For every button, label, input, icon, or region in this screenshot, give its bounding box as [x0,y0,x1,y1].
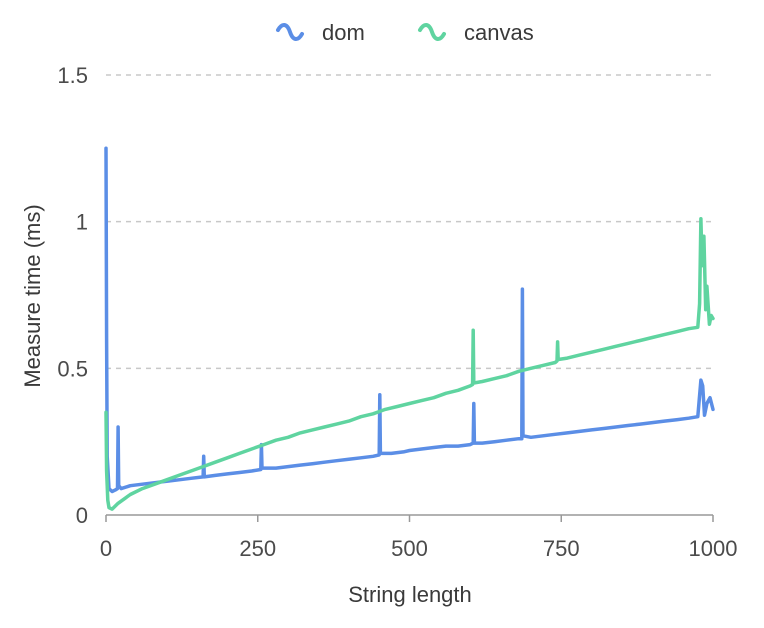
legend-label: dom [322,20,365,45]
y-tick-label: 1 [76,210,88,235]
legend-label: canvas [464,20,534,45]
x-tick-label: 500 [391,536,428,561]
legend-item-dom[interactable]: dom [276,20,365,45]
y-tick-label: 0 [76,503,88,528]
x-axis: 0 250 500 750 1000 [100,514,738,561]
legend-line-icon [276,23,304,41]
series-line-dom [104,146,715,494]
series-line-canvas [104,216,715,511]
x-tick-label: 0 [100,536,112,561]
legend-line-icon [418,23,446,41]
x-tick-label: 250 [239,536,276,561]
grid-lines [106,74,713,370]
x-axis-title: String length [348,582,472,607]
y-axis-title: Measure time (ms) [20,204,45,387]
series-layer [104,146,715,511]
y-axis: 0 0.5 1 1.5 [57,63,88,528]
x-tick-label: 750 [543,536,580,561]
legend-item-canvas[interactable]: canvas [418,20,534,45]
y-tick-label: 0.5 [57,356,88,381]
y-tick-label: 1.5 [57,63,88,88]
x-tick-label: 1000 [689,536,738,561]
legend: dom canvas [276,20,534,45]
